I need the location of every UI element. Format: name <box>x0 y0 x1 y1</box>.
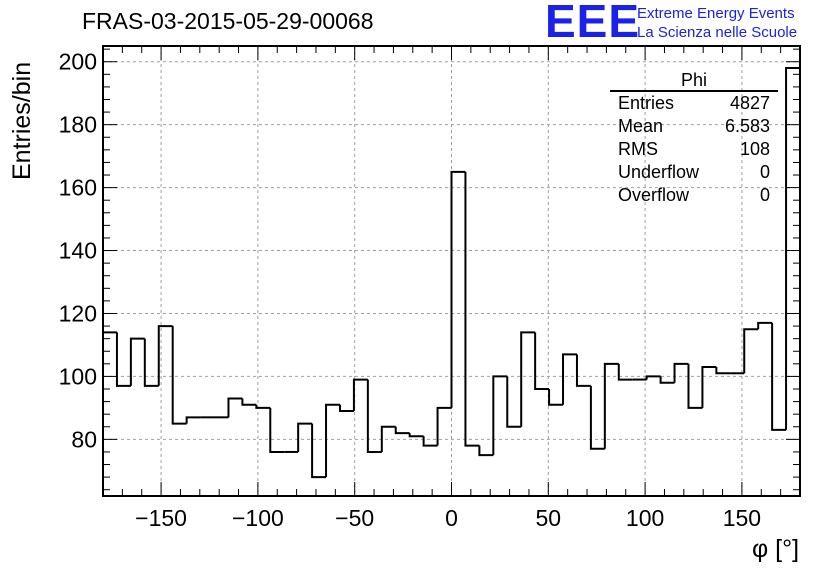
histogram-bin <box>143 338 159 387</box>
histogram-bin <box>255 404 271 409</box>
histogram-bin <box>366 379 382 453</box>
stats-row: Mean 6.583 <box>610 115 778 138</box>
histogram-bin <box>311 423 327 479</box>
stats-row: Underflow 0 <box>610 161 778 184</box>
x-tick-label: 50 <box>536 505 562 531</box>
histogram-bin <box>297 422 313 452</box>
x-tick-label: −100 <box>232 505 284 531</box>
histogram-bin <box>673 362 689 383</box>
stats-title: Phi <box>610 70 778 92</box>
histogram-bin <box>185 416 201 424</box>
logo-line-1: Extreme Energy Events <box>637 5 795 22</box>
histogram-bin <box>352 378 368 412</box>
eee-logo: EEE <box>545 0 641 47</box>
histogram-bin <box>394 426 410 435</box>
histogram-bin <box>520 331 536 427</box>
stats-value: 0 <box>759 185 770 205</box>
x-tick-label: −50 <box>335 505 374 531</box>
x-tick-label: −150 <box>135 505 187 531</box>
y-tick-label: 140 <box>59 238 97 264</box>
y-tick-label: 100 <box>59 363 97 389</box>
y-tick-label: 160 <box>59 175 97 201</box>
histogram-bin <box>659 376 675 384</box>
histogram-bin <box>785 67 801 496</box>
y-tick-label: 180 <box>59 112 97 138</box>
histogram-bin <box>269 407 285 453</box>
chart-title: FRAS-03-2015-05-29-00068 <box>82 8 374 34</box>
histogram-bin <box>687 363 703 409</box>
histogram-bin <box>338 404 354 413</box>
histogram-bin <box>115 332 131 387</box>
histogram-bin <box>575 354 591 387</box>
stats-label: Overflow <box>618 185 690 205</box>
stats-label: Mean <box>618 116 664 136</box>
stats-row: Overflow 0 <box>610 184 778 207</box>
histogram-bin <box>380 425 396 452</box>
histogram-bin <box>157 325 173 386</box>
stats-value: 4827 <box>729 93 770 113</box>
histogram-bin <box>408 433 424 438</box>
tick-labels: −150 −100 −50 0 50 100 150 80 100 120 140 160 180 200 <box>59 49 761 531</box>
histogram-bin <box>715 366 731 375</box>
histogram-bars <box>102 67 801 496</box>
histogram-bin <box>645 375 661 380</box>
histogram-bin <box>450 170 466 408</box>
histogram-bin <box>325 403 340 478</box>
stats-box: Phi Entries 4827 Mean 6.583 RMS 108 Unde… <box>610 70 778 207</box>
histogram-bin <box>562 353 577 405</box>
stats-label: Underflow <box>618 162 700 182</box>
histogram-bin <box>241 398 257 406</box>
stats-value: 6.583 <box>724 116 770 136</box>
histogram-bin <box>129 337 145 386</box>
histogram-bin <box>436 406 452 446</box>
stats-label: RMS <box>618 139 658 159</box>
histogram-bin <box>464 171 480 447</box>
histogram-bin <box>701 365 717 408</box>
histogram-bin <box>603 362 619 449</box>
histogram-bin <box>548 389 564 406</box>
stats-value: 0 <box>759 162 770 182</box>
histogram-bin <box>422 436 438 447</box>
histogram-bin <box>757 321 773 330</box>
stats-label: Entries <box>618 93 675 113</box>
histogram-bin <box>534 332 550 391</box>
x-tick-label: 150 <box>723 505 761 531</box>
histogram-bin <box>227 397 243 418</box>
logo-caption: Extreme Energy Events La Scienza nelle S… <box>637 4 797 42</box>
y-tick-label: 120 <box>59 300 97 326</box>
histogram-bin <box>743 328 759 374</box>
histogram-bin <box>171 326 187 425</box>
y-tick-label: 200 <box>59 49 97 75</box>
x-axis-label: φ [°] <box>752 535 800 563</box>
x-tick-label: 100 <box>626 505 664 531</box>
histogram-bin <box>478 445 494 457</box>
histogram-bin <box>617 363 633 381</box>
histogram-bin <box>589 385 605 450</box>
histogram-bin <box>506 376 522 428</box>
logo-line-2: La Scienza nelle Scuole <box>637 24 798 41</box>
histogram-bin <box>492 375 508 456</box>
stats-row: RMS 108 <box>610 138 778 161</box>
x-tick-label: 0 <box>445 505 458 531</box>
axes <box>102 45 801 497</box>
stats-row: Entries 4827 <box>610 92 778 115</box>
stats-value: 108 <box>739 139 770 159</box>
y-axis-label: Entries/bin <box>8 61 36 180</box>
histogram-bin <box>771 322 787 431</box>
y-tick-label: 80 <box>71 426 97 452</box>
